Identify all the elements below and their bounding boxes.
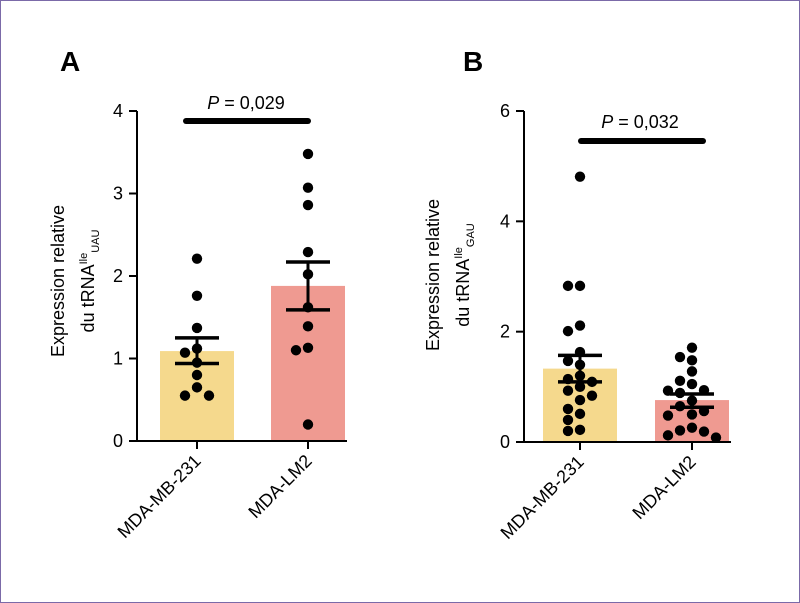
data-point xyxy=(562,280,574,292)
data-point xyxy=(574,381,586,393)
data-point xyxy=(574,171,586,182)
data-point xyxy=(191,290,203,301)
data-point xyxy=(574,359,586,370)
data-point xyxy=(562,425,574,437)
data-point xyxy=(586,376,598,388)
data-point xyxy=(674,375,686,386)
data-point xyxy=(302,269,314,280)
panel-a-ylabel-line2: du tRNAIleUAU xyxy=(78,230,102,333)
data-point xyxy=(698,384,710,396)
data-point xyxy=(686,366,698,377)
panel-b-ylabel-main: du tRNA xyxy=(453,259,473,327)
y-tick-label: 0 xyxy=(500,432,510,452)
y-tick-label: 4 xyxy=(113,101,123,121)
x-tick-label: MDA-LM2 xyxy=(244,451,315,522)
data-point xyxy=(203,390,215,401)
panel-a-label: A xyxy=(60,46,80,77)
data-point xyxy=(674,400,686,412)
panel-b-ylabel-sub: GAU xyxy=(465,223,477,247)
data-point xyxy=(562,414,574,426)
data-point xyxy=(662,385,674,396)
data-point xyxy=(574,370,586,381)
panel-a-ylabel-sup: Ile xyxy=(78,253,90,265)
data-point xyxy=(302,182,314,193)
panel-a: A Expression relative du tRNAIleUAU P = … xyxy=(48,46,347,542)
x-tick-label: MDA-MB-231 xyxy=(114,451,205,542)
data-point xyxy=(698,405,710,417)
panel-a-ylabel-sub: UAU xyxy=(90,230,102,253)
data-point xyxy=(179,347,191,358)
data-point xyxy=(191,253,203,264)
data-point xyxy=(586,390,598,401)
data-point xyxy=(562,355,574,367)
data-point xyxy=(562,373,574,385)
panel-b-ylabel-line1: Expression relative xyxy=(423,199,443,351)
data-point xyxy=(562,403,574,415)
data-point xyxy=(698,426,710,437)
data-point xyxy=(302,321,314,332)
data-point xyxy=(302,419,314,430)
y-tick-label: 2 xyxy=(113,266,123,286)
y-tick-label: 1 xyxy=(113,349,123,369)
panel-b-pvalue-prefix: P xyxy=(601,112,613,132)
data-point xyxy=(302,246,314,258)
data-point xyxy=(686,355,698,366)
data-point xyxy=(662,410,674,421)
data-point xyxy=(574,394,586,406)
data-point xyxy=(179,390,191,401)
data-point xyxy=(574,424,586,436)
panel-a-pvalue: P = 0,029 xyxy=(207,93,285,113)
y-tick-label: 6 xyxy=(500,101,510,121)
panel-a-ylabel-line1: Expression relative xyxy=(48,205,68,357)
y-tick-label: 2 xyxy=(500,322,510,342)
data-point xyxy=(574,320,586,331)
data-point xyxy=(674,351,686,363)
data-point xyxy=(302,342,314,353)
data-point xyxy=(562,325,574,337)
data-point xyxy=(191,343,203,354)
panel-b-plot: 0 2 4 6 MDA-MB-231 MDA-LM2 xyxy=(497,101,731,543)
data-point xyxy=(674,387,686,399)
panel-b-ylabel-line2: du tRNAIleGAU xyxy=(453,223,477,327)
data-point xyxy=(574,408,586,420)
panel-a-pvalue-text: = 0,029 xyxy=(219,93,285,113)
data-point xyxy=(574,280,586,292)
panel-b-pvalue-text: = 0,032 xyxy=(613,112,679,132)
data-point xyxy=(686,409,698,420)
y-tick-label: 0 xyxy=(113,431,123,451)
panel-b-label: B xyxy=(463,46,483,77)
data-point xyxy=(686,342,698,353)
panel-a-ylabel-main: du tRNA xyxy=(78,264,98,332)
y-tick-label: 3 xyxy=(113,184,123,204)
data-point xyxy=(662,430,674,441)
data-point xyxy=(302,199,314,211)
data-point xyxy=(574,346,586,358)
panel-b-ylabel-sup: Ile xyxy=(453,247,465,259)
data-point xyxy=(686,422,698,433)
data-point xyxy=(562,385,574,396)
data-point xyxy=(290,345,302,356)
data-point xyxy=(686,378,698,390)
panel-a-plot: 0 1 2 3 4 MDA-MB-231 MDA-LM2 xyxy=(113,101,347,542)
data-point xyxy=(191,382,203,393)
panel-b: B Expression relative du tRNAIleGAU P = … xyxy=(423,46,731,543)
data-point xyxy=(674,425,686,436)
data-point xyxy=(191,357,203,368)
y-tick-label: 4 xyxy=(500,211,510,231)
panel-b-pvalue: P = 0,032 xyxy=(601,112,679,132)
data-point xyxy=(686,395,698,406)
x-tick-label: MDA-LM2 xyxy=(628,452,699,523)
x-tick-label: MDA-MB-231 xyxy=(497,452,588,543)
data-point xyxy=(191,322,203,334)
data-point xyxy=(191,369,203,381)
panel-a-pvalue-prefix: P xyxy=(207,93,219,113)
data-point xyxy=(302,302,314,313)
data-point xyxy=(710,432,722,443)
data-point xyxy=(302,148,314,160)
